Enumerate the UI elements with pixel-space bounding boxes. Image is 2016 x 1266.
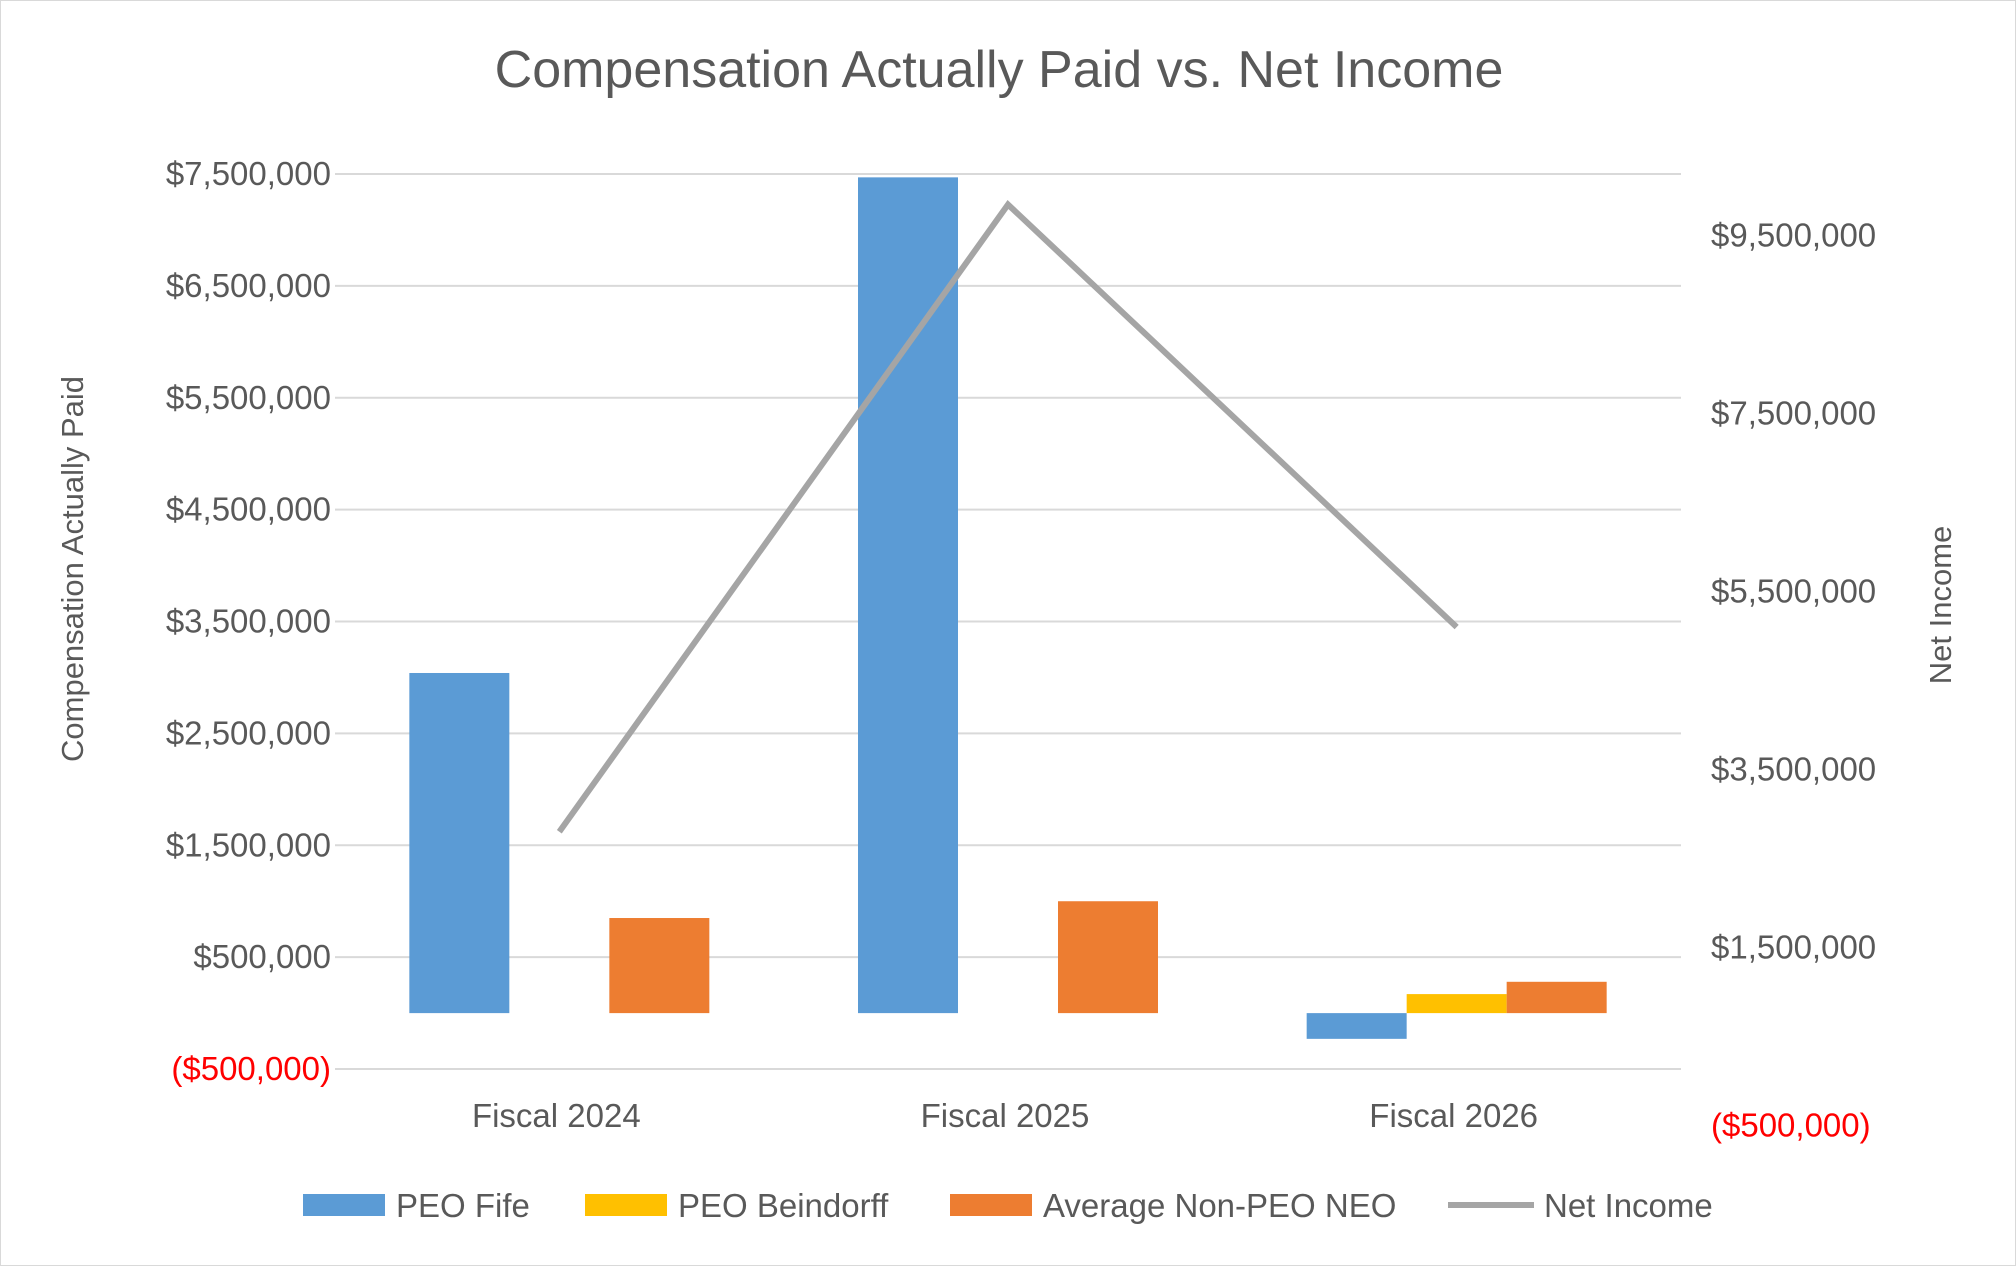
right-tick-label-5: $9,500,000 — [1711, 217, 1876, 254]
chart-title: Compensation Actually Paid vs. Net Incom… — [495, 41, 1504, 99]
category-label-fiscal-2026: Fiscal 2026 — [1369, 1097, 1538, 1134]
legend-item-net-income: Net Income — [1448, 1187, 1713, 1224]
gridlines — [335, 173, 1681, 1071]
right-tick-label-2: $3,500,000 — [1711, 750, 1876, 787]
bar-average-non-peo-neo-fiscal-2024 — [609, 918, 710, 1014]
bar-average-non-peo-neo-fiscal-2025 — [1058, 901, 1158, 1014]
legend-label-average-non-peo-neo: Average Non-PEO NEO — [1043, 1187, 1396, 1224]
legend-swatch-peo-beindorff — [585, 1194, 667, 1216]
right-tick-label-4: $7,500,000 — [1711, 395, 1876, 432]
legend-label-net-income: Net Income — [1544, 1187, 1713, 1224]
category-label-fiscal-2025: Fiscal 2025 — [921, 1097, 1090, 1134]
left-axis-title: Compensation Actually Paid — [55, 376, 90, 762]
legend-label-peo-fife: PEO Fife — [396, 1187, 530, 1224]
right-tick-label-3: $5,500,000 — [1711, 573, 1876, 610]
right-tick-label-1: $1,500,000 — [1711, 928, 1876, 965]
legend-swatch-average-non-peo-neo — [950, 1194, 1032, 1216]
left-tick-label-3: $2,500,000 — [166, 714, 331, 751]
left-tick-label-1: $500,000 — [193, 938, 331, 975]
legend-item-peo-fife: PEO Fife — [303, 1187, 530, 1224]
category-label-fiscal-2024: Fiscal 2024 — [472, 1097, 641, 1134]
left-tick-label-2: $1,500,000 — [166, 826, 331, 863]
right-tick-label-0: ($500,000) — [1711, 1106, 1871, 1143]
right-axis-title: Net Income — [1923, 526, 1958, 685]
left-axis-ticks: ($500,000) $500,000 $1,500,000 $2,500,000 $3… — [166, 155, 331, 1087]
bar-peo-fife-fiscal-2024 — [409, 672, 510, 1014]
left-tick-label-6: $5,500,000 — [166, 379, 331, 416]
category-labels: Fiscal 2024 Fiscal 2025 Fiscal 2026 — [472, 1097, 1538, 1134]
net-income-line-layer — [556, 199, 1459, 834]
bar-average-non-peo-neo-fiscal-2026 — [1506, 981, 1607, 1014]
bar-peo-fife-fiscal-2026 — [1306, 1013, 1407, 1039]
line-net-income — [556, 199, 1459, 834]
bar-peo-fife-fiscal-2025 — [858, 177, 958, 1014]
left-tick-label-5: $4,500,000 — [166, 491, 331, 528]
left-tick-label-0: ($500,000) — [171, 1050, 331, 1087]
left-tick-label-4: $3,500,000 — [166, 603, 331, 640]
bar-peo-beindorff-fiscal-2026 — [1406, 994, 1507, 1014]
right-axis-ticks: ($500,000) $1,500,000 $3,500,000 $5,500,000… — [1711, 217, 1876, 1144]
legend-swatch-peo-fife — [303, 1194, 385, 1216]
left-tick-label-8: $7,500,000 — [166, 155, 331, 192]
left-tick-label-7: $6,500,000 — [166, 267, 331, 304]
legend-label-peo-beindorff: PEO Beindorff — [678, 1187, 889, 1224]
legend-item-peo-beindorff: PEO Beindorff — [585, 1187, 889, 1224]
bars — [409, 177, 1607, 1039]
legend-item-average-non-peo-neo: Average Non-PEO NEO — [950, 1187, 1396, 1224]
legend: PEO Fife PEO Beindorff Average Non-PEO NEO… — [303, 1187, 1713, 1224]
